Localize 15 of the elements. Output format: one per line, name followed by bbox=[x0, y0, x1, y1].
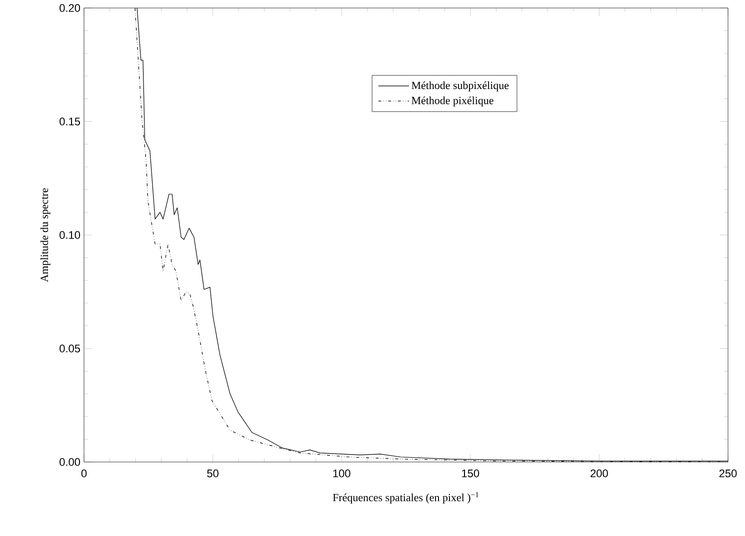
y-tick-label: 0.05 bbox=[60, 344, 80, 352]
x-tick-label: 100 bbox=[333, 470, 350, 478]
y-axis-title: Amplitude du spectre bbox=[40, 188, 50, 282]
x-tick-label: 150 bbox=[462, 470, 480, 478]
legend-label: Méthode subpixélique bbox=[412, 81, 509, 92]
x-tick-label: 200 bbox=[590, 470, 608, 478]
x-tick-label: 50 bbox=[207, 470, 218, 478]
y-tick-label: 0.20 bbox=[60, 4, 80, 12]
y-tick-label: 0.15 bbox=[60, 118, 80, 126]
y-tick-label: 0.00 bbox=[60, 458, 80, 466]
x-tick-label: 0 bbox=[81, 470, 87, 478]
x-axis-title: Fréquences spatiales (en pixel )$^{−1}$ bbox=[332, 492, 478, 504]
x-tick-label: 250 bbox=[719, 470, 737, 478]
y-tick-label: 0.10 bbox=[60, 231, 80, 239]
legend-label: Méthode pixélique bbox=[412, 96, 494, 106]
